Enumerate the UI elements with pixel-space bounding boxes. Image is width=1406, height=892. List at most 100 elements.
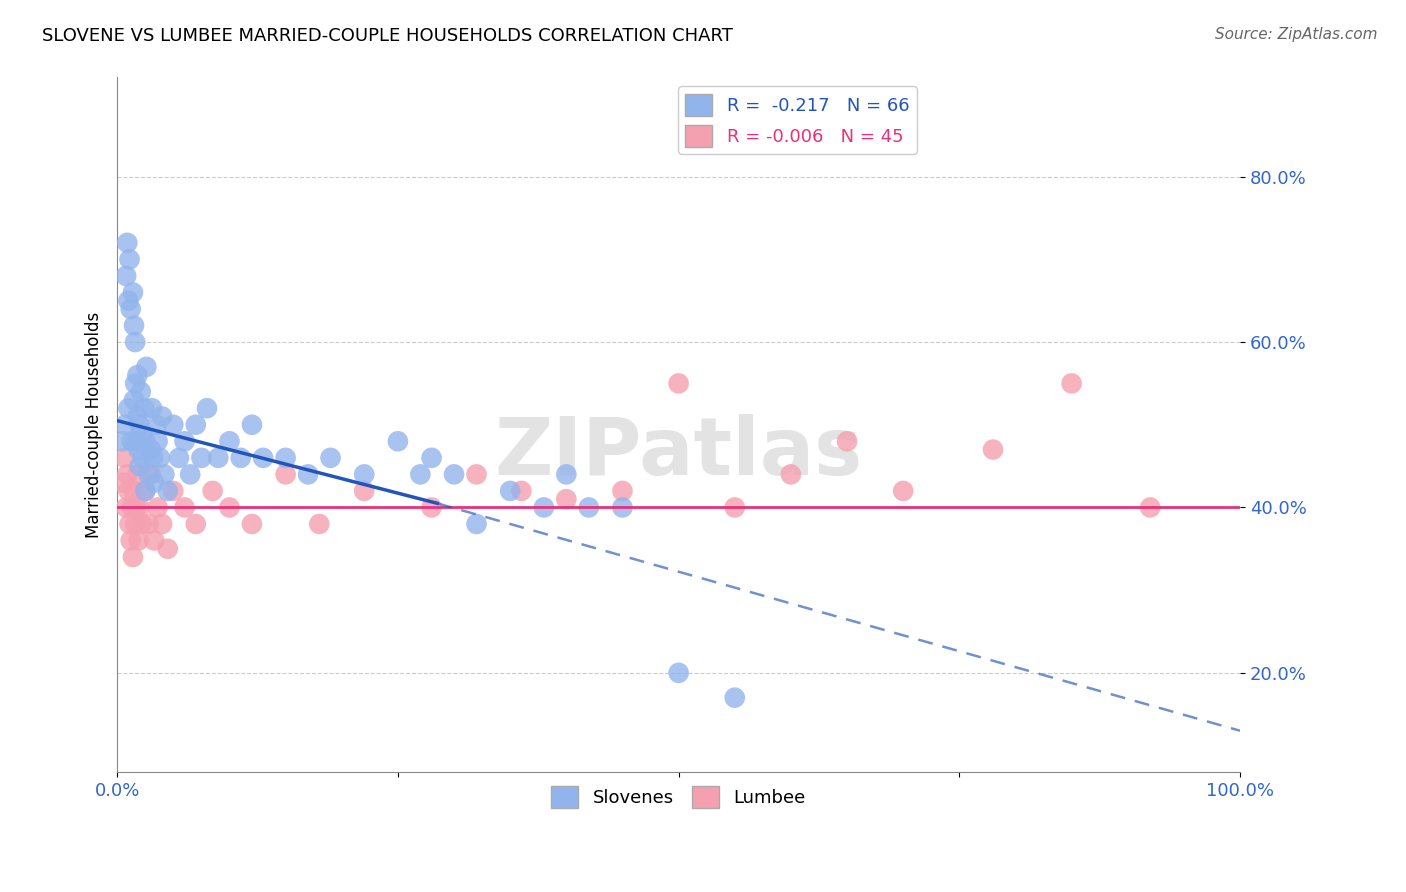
Point xyxy=(117,293,139,308)
Point xyxy=(240,417,263,432)
Point xyxy=(115,268,138,283)
Point xyxy=(114,450,136,465)
Point xyxy=(143,533,166,548)
Point xyxy=(612,483,634,498)
Point xyxy=(142,450,165,465)
Point xyxy=(153,467,176,482)
Point xyxy=(319,450,342,465)
Point xyxy=(120,533,142,548)
Point xyxy=(229,450,252,465)
Point xyxy=(111,475,134,490)
Point xyxy=(150,409,173,424)
Point xyxy=(173,434,195,449)
Point xyxy=(510,483,533,498)
Point xyxy=(167,450,190,465)
Point xyxy=(162,483,184,498)
Point xyxy=(149,450,172,465)
Point xyxy=(533,500,555,515)
Point xyxy=(128,533,150,548)
Point xyxy=(128,500,150,515)
Point xyxy=(138,516,160,531)
Point xyxy=(117,401,139,416)
Point xyxy=(146,500,169,515)
Point xyxy=(555,467,578,482)
Point xyxy=(465,516,488,531)
Point xyxy=(120,301,142,316)
Point xyxy=(578,500,600,515)
Point xyxy=(127,368,149,383)
Point xyxy=(114,417,136,432)
Point xyxy=(128,459,150,474)
Point xyxy=(353,467,375,482)
Point xyxy=(128,442,150,457)
Point xyxy=(780,467,803,482)
Point xyxy=(612,500,634,515)
Point xyxy=(128,417,150,432)
Point xyxy=(724,690,747,705)
Point xyxy=(668,376,690,391)
Point xyxy=(122,285,145,300)
Point xyxy=(111,434,134,449)
Point xyxy=(353,483,375,498)
Point xyxy=(134,401,156,416)
Point xyxy=(122,318,145,333)
Point xyxy=(117,467,139,482)
Point xyxy=(184,417,207,432)
Point xyxy=(308,516,330,531)
Point xyxy=(274,467,297,482)
Point xyxy=(387,434,409,449)
Point xyxy=(122,483,145,498)
Point xyxy=(118,516,141,531)
Point xyxy=(117,483,139,498)
Point xyxy=(1060,376,1083,391)
Point xyxy=(465,467,488,482)
Point xyxy=(240,516,263,531)
Point xyxy=(121,434,143,449)
Point xyxy=(420,500,443,515)
Point xyxy=(131,516,153,531)
Point xyxy=(141,401,163,416)
Point xyxy=(127,467,149,482)
Point xyxy=(146,434,169,449)
Point xyxy=(218,434,240,449)
Point xyxy=(143,475,166,490)
Point xyxy=(443,467,465,482)
Point xyxy=(134,434,156,449)
Point xyxy=(132,450,155,465)
Point xyxy=(555,492,578,507)
Point xyxy=(139,442,162,457)
Point xyxy=(115,500,138,515)
Point xyxy=(297,467,319,482)
Point xyxy=(162,417,184,432)
Point xyxy=(252,450,274,465)
Point xyxy=(145,417,167,432)
Point xyxy=(981,442,1004,457)
Point xyxy=(124,376,146,391)
Point xyxy=(129,384,152,399)
Point xyxy=(274,450,297,465)
Point xyxy=(195,401,218,416)
Text: SLOVENE VS LUMBEE MARRIED-COUPLE HOUSEHOLDS CORRELATION CHART: SLOVENE VS LUMBEE MARRIED-COUPLE HOUSEHO… xyxy=(42,27,733,45)
Point xyxy=(134,483,156,498)
Point xyxy=(156,483,179,498)
Point xyxy=(122,550,145,565)
Point xyxy=(124,334,146,349)
Point xyxy=(131,425,153,440)
Point xyxy=(724,500,747,515)
Point xyxy=(179,467,201,482)
Point xyxy=(207,450,229,465)
Point xyxy=(138,467,160,482)
Point xyxy=(135,359,157,374)
Point xyxy=(134,483,156,498)
Point xyxy=(190,450,212,465)
Point xyxy=(499,483,522,498)
Point xyxy=(420,450,443,465)
Point xyxy=(150,516,173,531)
Point xyxy=(117,235,139,250)
Point xyxy=(121,500,143,515)
Point xyxy=(139,467,162,482)
Point xyxy=(218,500,240,515)
Point xyxy=(118,252,141,267)
Y-axis label: Married-couple Households: Married-couple Households xyxy=(86,311,103,538)
Point xyxy=(1139,500,1161,515)
